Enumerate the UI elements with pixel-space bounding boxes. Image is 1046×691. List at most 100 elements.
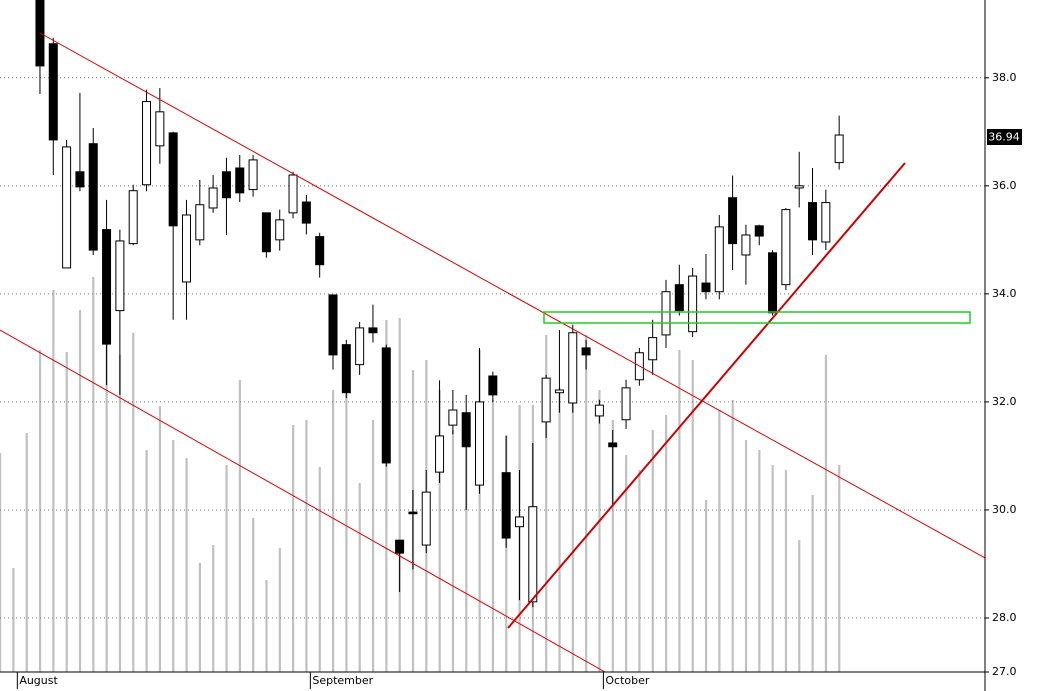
volume-bar <box>811 495 814 672</box>
candle-body <box>88 143 98 251</box>
volume-bar <box>158 406 162 672</box>
candle-body <box>355 327 365 366</box>
candle-body <box>315 236 325 266</box>
volume-bar <box>65 352 68 672</box>
last-price-box <box>987 129 1022 145</box>
candle-body <box>248 159 258 191</box>
volume-bar <box>52 290 55 672</box>
volume-bar <box>278 548 281 672</box>
upper-trend-line <box>39 32 985 559</box>
volume-bar <box>598 390 601 672</box>
candle-body <box>701 282 711 293</box>
candle-body <box>208 187 218 209</box>
candle-body <box>115 240 125 312</box>
volume-bar <box>105 250 108 672</box>
candle-body <box>408 511 418 515</box>
candle-body <box>288 174 298 214</box>
candle-body <box>381 347 391 464</box>
volume-bar <box>585 335 588 672</box>
volume-bar <box>558 388 561 672</box>
candle-body <box>754 225 764 237</box>
volume-bar <box>318 467 321 672</box>
volume-bar <box>744 440 748 672</box>
candle-body <box>794 185 804 189</box>
candle-body <box>741 234 751 256</box>
volume-bar <box>691 360 694 672</box>
volume-bar <box>731 400 734 672</box>
volume-bar <box>704 500 708 672</box>
volume-bar <box>438 390 441 672</box>
candle-body <box>275 219 285 241</box>
candle-body <box>768 252 778 314</box>
volume-bar <box>491 400 495 672</box>
volume-bar <box>638 470 641 672</box>
candle-body <box>581 347 591 356</box>
candle-body <box>221 171 231 199</box>
candle-body <box>301 201 311 224</box>
candle-body <box>621 387 631 421</box>
volume-bar <box>824 355 828 672</box>
volume-bar <box>305 420 308 672</box>
candle-body <box>608 442 618 448</box>
volume-bar <box>252 518 255 672</box>
candle-body <box>35 0 45 67</box>
candle-body <box>195 204 205 241</box>
candle-body <box>435 435 445 473</box>
volume-bar <box>145 450 148 672</box>
candle-body <box>821 202 831 243</box>
y-tick-label: 38.0 <box>992 71 1017 84</box>
volume-bar <box>12 568 15 672</box>
volume-bar <box>838 465 841 672</box>
candle-body <box>674 284 684 312</box>
volume-bar <box>132 333 135 672</box>
volume-bar <box>38 350 42 672</box>
volume-bar <box>198 563 201 672</box>
y-tick-label: 32.0 <box>992 395 1017 408</box>
candle-body <box>501 472 511 539</box>
candle-body <box>688 275 698 333</box>
candle-body <box>541 377 551 423</box>
volume-bar <box>358 483 361 672</box>
candle-body <box>168 132 178 227</box>
candle-body <box>808 202 818 241</box>
candle-body <box>781 209 791 286</box>
y-tick-label: 34.0 <box>992 287 1017 300</box>
candle-body <box>328 294 338 356</box>
candle-body <box>714 226 724 293</box>
volume-bar <box>665 415 668 672</box>
price-layer <box>35 0 844 608</box>
volume-bar <box>185 458 188 672</box>
candle-body <box>155 111 165 147</box>
last-price-label: 36.94 <box>988 131 1020 144</box>
candle-body <box>448 409 458 426</box>
candle-body <box>181 214 191 283</box>
candle-body <box>475 401 485 486</box>
y-tick-label: 28.0 <box>992 611 1017 624</box>
volume-bar <box>798 540 801 672</box>
volume-bar <box>398 318 401 672</box>
volume-bar <box>345 345 348 672</box>
x-tick-label: August <box>19 674 58 687</box>
volume-bar <box>465 420 468 672</box>
candle-body <box>142 101 152 186</box>
volume-bar <box>451 430 455 672</box>
candle-body <box>102 229 112 345</box>
candle-body <box>128 190 138 245</box>
y-tick-label: 30.0 <box>992 503 1017 516</box>
x-tick-label: September <box>312 674 373 687</box>
volume-bar <box>172 440 175 672</box>
lower-trend-line <box>0 329 606 672</box>
volume-bar <box>92 277 95 672</box>
candle-body <box>488 375 498 396</box>
candle-body <box>594 404 604 417</box>
volume-bar <box>771 465 774 672</box>
candle-body <box>261 212 271 253</box>
y-tick-label: 27.0 <box>992 665 1017 678</box>
volume-bar <box>371 420 375 672</box>
candle-body <box>568 332 578 404</box>
volume-bar <box>238 380 241 672</box>
volume-bar <box>212 545 215 672</box>
volume-bar <box>0 453 2 672</box>
